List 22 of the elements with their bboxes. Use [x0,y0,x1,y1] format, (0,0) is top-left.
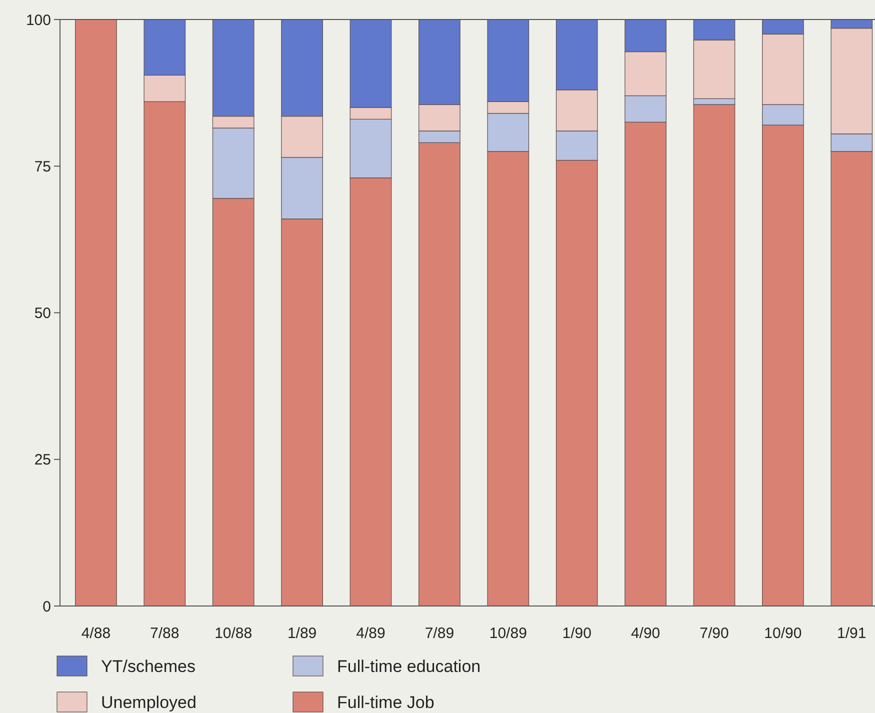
y-tick-label: 0 [42,598,51,616]
bar [75,19,117,606]
x-tick-label: 10/88 [214,625,252,642]
x-tick-label: 4/90 [630,625,660,642]
x-tick-label: 1/91 [837,625,866,642]
x-tick-label: 7/90 [700,625,729,642]
legend-label: Full-time Job [337,692,434,712]
x-tick-label: 1/89 [287,625,317,642]
x-tick-label: 4/89 [356,625,386,642]
y-tick-label: 75 [34,158,51,176]
legend-label: Unemployed [101,692,196,712]
x-tick-label: 1/90 [562,625,592,642]
x-tick-label: 4/88 [81,625,111,642]
legend-label: YT/schemes [101,656,196,676]
x-tick-label: 10/89 [489,625,527,642]
y-tick-label: 100 [26,12,51,29]
y-tick-label: 50 [34,305,51,322]
x-tick-label: 7/89 [424,625,454,642]
x-tick-label: 7/88 [150,625,180,642]
y-tick-label: 25 [34,452,51,469]
x-tick-label: 10/90 [764,625,802,642]
legend-label: Full-time education [337,656,481,676]
